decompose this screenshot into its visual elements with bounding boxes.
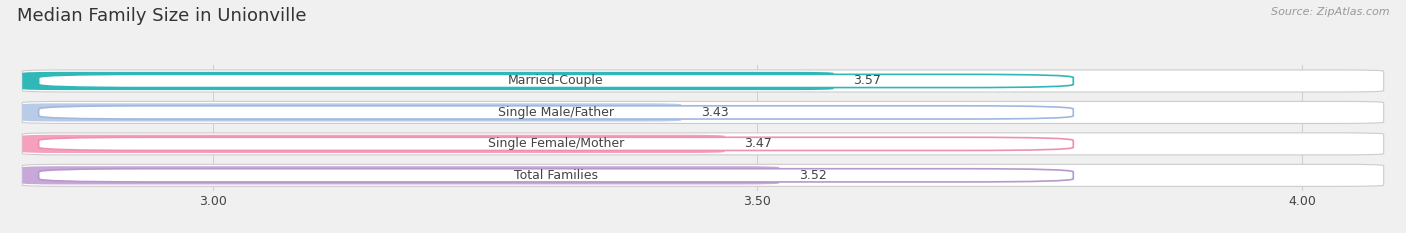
FancyBboxPatch shape xyxy=(22,70,1384,92)
FancyBboxPatch shape xyxy=(22,101,1384,123)
FancyBboxPatch shape xyxy=(22,72,834,90)
Text: Total Families: Total Families xyxy=(515,169,598,182)
FancyBboxPatch shape xyxy=(22,166,779,185)
Text: 3.43: 3.43 xyxy=(700,106,728,119)
Text: Source: ZipAtlas.com: Source: ZipAtlas.com xyxy=(1271,7,1389,17)
FancyBboxPatch shape xyxy=(22,135,724,153)
Text: 3.57: 3.57 xyxy=(853,75,882,87)
Text: 3.52: 3.52 xyxy=(799,169,827,182)
Text: Single Male/Father: Single Male/Father xyxy=(498,106,614,119)
FancyBboxPatch shape xyxy=(22,133,1384,155)
FancyBboxPatch shape xyxy=(38,137,1073,151)
FancyBboxPatch shape xyxy=(38,106,1073,119)
Text: Married-Couple: Married-Couple xyxy=(508,75,603,87)
Text: Median Family Size in Unionville: Median Family Size in Unionville xyxy=(17,7,307,25)
FancyBboxPatch shape xyxy=(22,164,1384,186)
Text: Single Female/Mother: Single Female/Mother xyxy=(488,137,624,150)
FancyBboxPatch shape xyxy=(38,169,1073,182)
FancyBboxPatch shape xyxy=(22,103,682,122)
FancyBboxPatch shape xyxy=(38,74,1073,88)
Text: 3.47: 3.47 xyxy=(744,137,772,150)
